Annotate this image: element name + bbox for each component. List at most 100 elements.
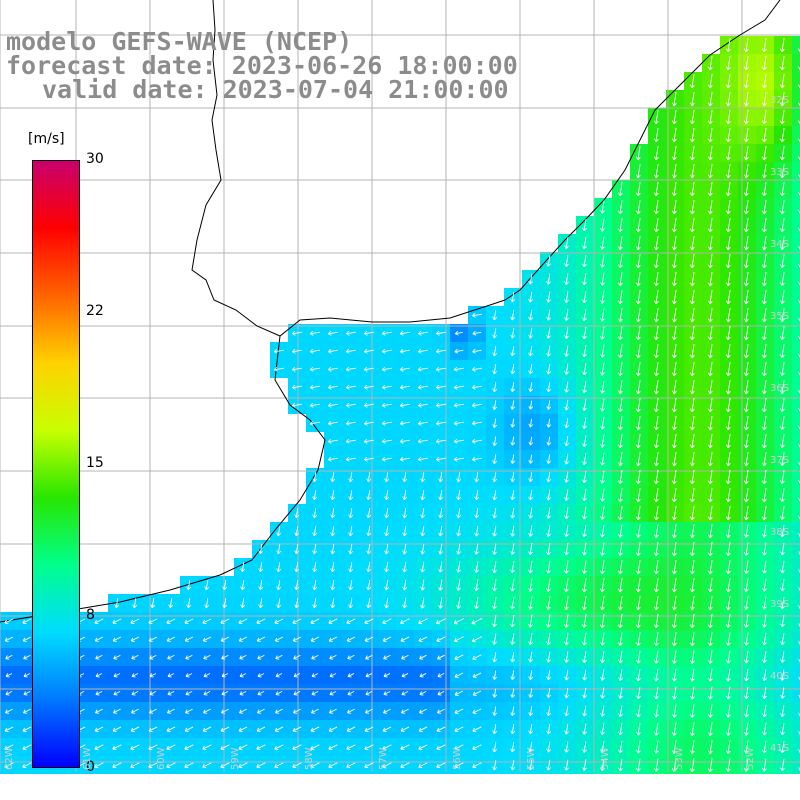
wind-vector-arrow xyxy=(546,291,551,303)
wind-vector-arrow xyxy=(689,326,695,341)
wind-vector-arrow xyxy=(258,598,264,609)
wind-vector-arrow xyxy=(618,705,623,718)
wind-speed-cell xyxy=(792,126,800,144)
wind-vector-arrow xyxy=(417,330,428,336)
wind-speed-cell xyxy=(792,450,800,468)
wind-vector-arrow xyxy=(346,708,355,714)
wind-vector-arrow xyxy=(167,691,175,696)
wind-vector-arrow xyxy=(653,470,659,485)
wind-vector-arrow xyxy=(528,543,533,556)
wind-vector-arrow xyxy=(725,560,731,575)
wind-vector-arrow xyxy=(707,92,713,107)
wind-vector-arrow xyxy=(417,366,428,372)
wind-vector-arrow xyxy=(617,488,623,503)
wind-vector-arrow xyxy=(366,508,372,519)
wind-vector-arrow xyxy=(617,218,623,233)
wind-vector-arrow xyxy=(456,597,461,609)
wind-vector-arrow xyxy=(453,618,465,625)
wind-vector-arrow xyxy=(382,636,392,642)
wind-vector-arrow xyxy=(743,290,749,305)
wind-vector-arrow xyxy=(418,762,428,769)
wind-speed-cell xyxy=(792,540,800,558)
wind-vector-arrow xyxy=(744,704,749,718)
wind-vector-arrow xyxy=(453,420,464,426)
wind-vector-arrow xyxy=(348,490,354,501)
wind-vector-arrow xyxy=(528,525,533,537)
wind-vector-arrow xyxy=(761,326,767,341)
wind-vector-arrow xyxy=(240,562,246,573)
wind-vector-arrow xyxy=(492,651,497,663)
wind-vector-arrow xyxy=(600,506,605,520)
wind-vector-arrow xyxy=(671,128,677,143)
wind-vector-arrow xyxy=(582,435,587,447)
wind-vector-arrow xyxy=(671,218,677,233)
wind-vector-arrow xyxy=(689,596,695,611)
wind-vector-arrow xyxy=(220,708,229,714)
wind-vector-arrow xyxy=(381,456,392,462)
wind-vector-arrow xyxy=(671,560,677,575)
wind-vector-arrow xyxy=(600,200,605,214)
wind-speed-cell xyxy=(792,306,800,324)
wind-vector-arrow xyxy=(671,182,677,197)
wind-vector-arrow xyxy=(780,308,785,323)
wind-vector-arrow xyxy=(438,507,443,519)
wind-vector-arrow xyxy=(291,366,302,372)
wind-vector-arrow xyxy=(363,456,374,462)
wind-vector-arrow xyxy=(707,308,713,323)
wind-vector-arrow xyxy=(636,758,641,772)
wind-vector-arrow xyxy=(472,762,482,769)
wind-vector-arrow xyxy=(635,272,641,287)
wind-vector-arrow xyxy=(582,506,587,520)
wind-vector-arrow xyxy=(671,164,677,179)
wind-vector-arrow xyxy=(402,525,407,537)
wind-vector-arrow xyxy=(399,456,410,462)
wind-vector-arrow xyxy=(743,218,749,233)
wind-vector-arrow xyxy=(346,744,356,751)
wind-vector-arrow xyxy=(653,578,659,593)
wind-vector-arrow xyxy=(438,525,443,537)
wind-vector-arrow xyxy=(600,416,605,430)
wind-vector-arrow xyxy=(22,636,32,642)
colorbar-tick-8: 8 xyxy=(86,607,95,623)
wind-vector-arrow xyxy=(761,74,767,89)
wind-vector-arrow xyxy=(418,744,428,751)
wind-vector-arrow xyxy=(762,578,767,592)
wind-vector-arrow xyxy=(474,543,479,555)
wind-vector-arrow xyxy=(309,402,320,408)
wind-speed-cell xyxy=(792,360,800,378)
wind-vector-arrow xyxy=(384,508,390,519)
wind-vector-arrow xyxy=(435,330,446,336)
wind-vector-arrow xyxy=(492,382,498,393)
wind-vector-arrow xyxy=(130,618,140,625)
wind-vector-arrow xyxy=(582,254,587,268)
wind-speed-cell xyxy=(792,324,800,342)
wind-vector-arrow xyxy=(689,452,695,467)
wind-vector-arrow xyxy=(617,470,623,485)
wind-vector-arrow xyxy=(653,506,659,521)
wind-vector-arrow xyxy=(148,636,158,642)
wind-vector-arrow xyxy=(328,708,337,714)
wind-vector-arrow xyxy=(780,488,785,503)
wind-vector-arrow xyxy=(708,650,713,664)
wind-vector-arrow xyxy=(112,708,121,714)
wind-vector-arrow xyxy=(671,470,677,485)
wind-vector-arrow xyxy=(363,438,374,444)
wind-vector-arrow xyxy=(148,762,158,769)
wind-vector-arrow xyxy=(184,744,194,751)
wind-vector-arrow xyxy=(256,726,266,732)
wind-vector-arrow xyxy=(510,309,515,321)
wind-vector-arrow xyxy=(762,687,767,700)
wind-vector-arrow xyxy=(582,471,587,484)
wind-vector-arrow xyxy=(653,560,659,575)
wind-vector-arrow xyxy=(762,740,767,754)
wind-vector-arrow xyxy=(528,759,533,771)
wind-vector-arrow xyxy=(292,744,302,751)
wind-vector-arrow xyxy=(653,110,659,125)
wind-vector-arrow xyxy=(564,741,569,753)
wind-vector-arrow xyxy=(384,526,389,537)
wind-vector-arrow xyxy=(725,272,731,287)
wind-vector-arrow xyxy=(690,704,695,718)
wind-vector-arrow xyxy=(689,74,695,89)
wind-vector-arrow xyxy=(222,598,228,609)
wind-vector-arrow xyxy=(238,726,248,732)
